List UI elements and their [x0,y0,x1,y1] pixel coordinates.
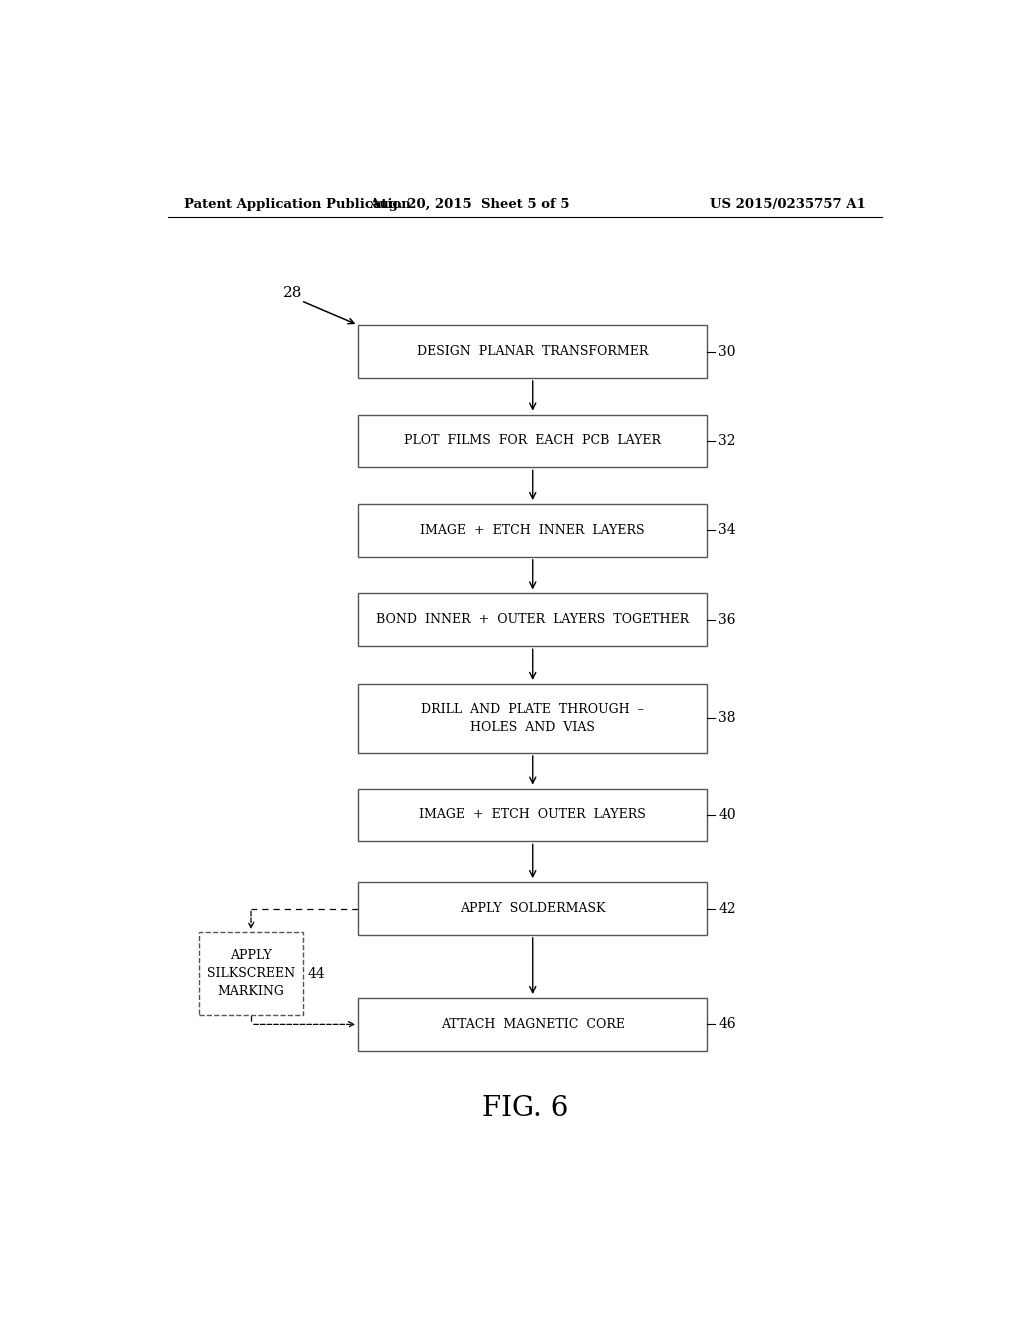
Text: IMAGE  +  ETCH  INNER  LAYERS: IMAGE + ETCH INNER LAYERS [421,524,645,537]
Text: 42: 42 [719,902,736,916]
Text: IMAGE  +  ETCH  OUTER  LAYERS: IMAGE + ETCH OUTER LAYERS [420,808,646,821]
Bar [358,414,708,467]
Bar [358,788,708,841]
Text: PLOT  FILMS  FOR  EACH  PCB  LAYER: PLOT FILMS FOR EACH PCB LAYER [404,434,662,447]
Text: 30: 30 [719,345,736,359]
Text: 36: 36 [719,612,736,627]
Text: ATTACH  MAGNETIC  CORE: ATTACH MAGNETIC CORE [440,1018,625,1031]
Text: 46: 46 [719,1018,736,1031]
Text: 38: 38 [719,711,736,726]
Bar [358,504,708,557]
Bar [200,932,303,1015]
Text: Aug. 20, 2015  Sheet 5 of 5: Aug. 20, 2015 Sheet 5 of 5 [369,198,569,211]
Text: DESIGN  PLANAR  TRANSFORMER: DESIGN PLANAR TRANSFORMER [417,345,648,358]
Bar [358,684,708,752]
Bar [358,998,708,1051]
Text: Patent Application Publication: Patent Application Publication [183,198,411,211]
Text: APPLY  SOLDERMASK: APPLY SOLDERMASK [460,902,605,915]
Text: 28: 28 [283,285,302,300]
Text: DRILL  AND  PLATE  THROUGH  –
HOLES  AND  VIAS: DRILL AND PLATE THROUGH – HOLES AND VIAS [421,704,644,734]
Text: US 2015/0235757 A1: US 2015/0235757 A1 [711,198,866,211]
Text: BOND  INNER  +  OUTER  LAYERS  TOGETHER: BOND INNER + OUTER LAYERS TOGETHER [376,614,689,627]
Bar [358,882,708,935]
Text: APPLY
SILKSCREEN
MARKING: APPLY SILKSCREEN MARKING [207,949,295,998]
Text: FIG. 6: FIG. 6 [481,1096,568,1122]
Bar [358,594,708,647]
Text: 44: 44 [307,966,325,981]
Text: 32: 32 [719,434,736,447]
Text: 40: 40 [719,808,736,822]
Bar [358,325,708,378]
Text: 34: 34 [719,524,736,537]
